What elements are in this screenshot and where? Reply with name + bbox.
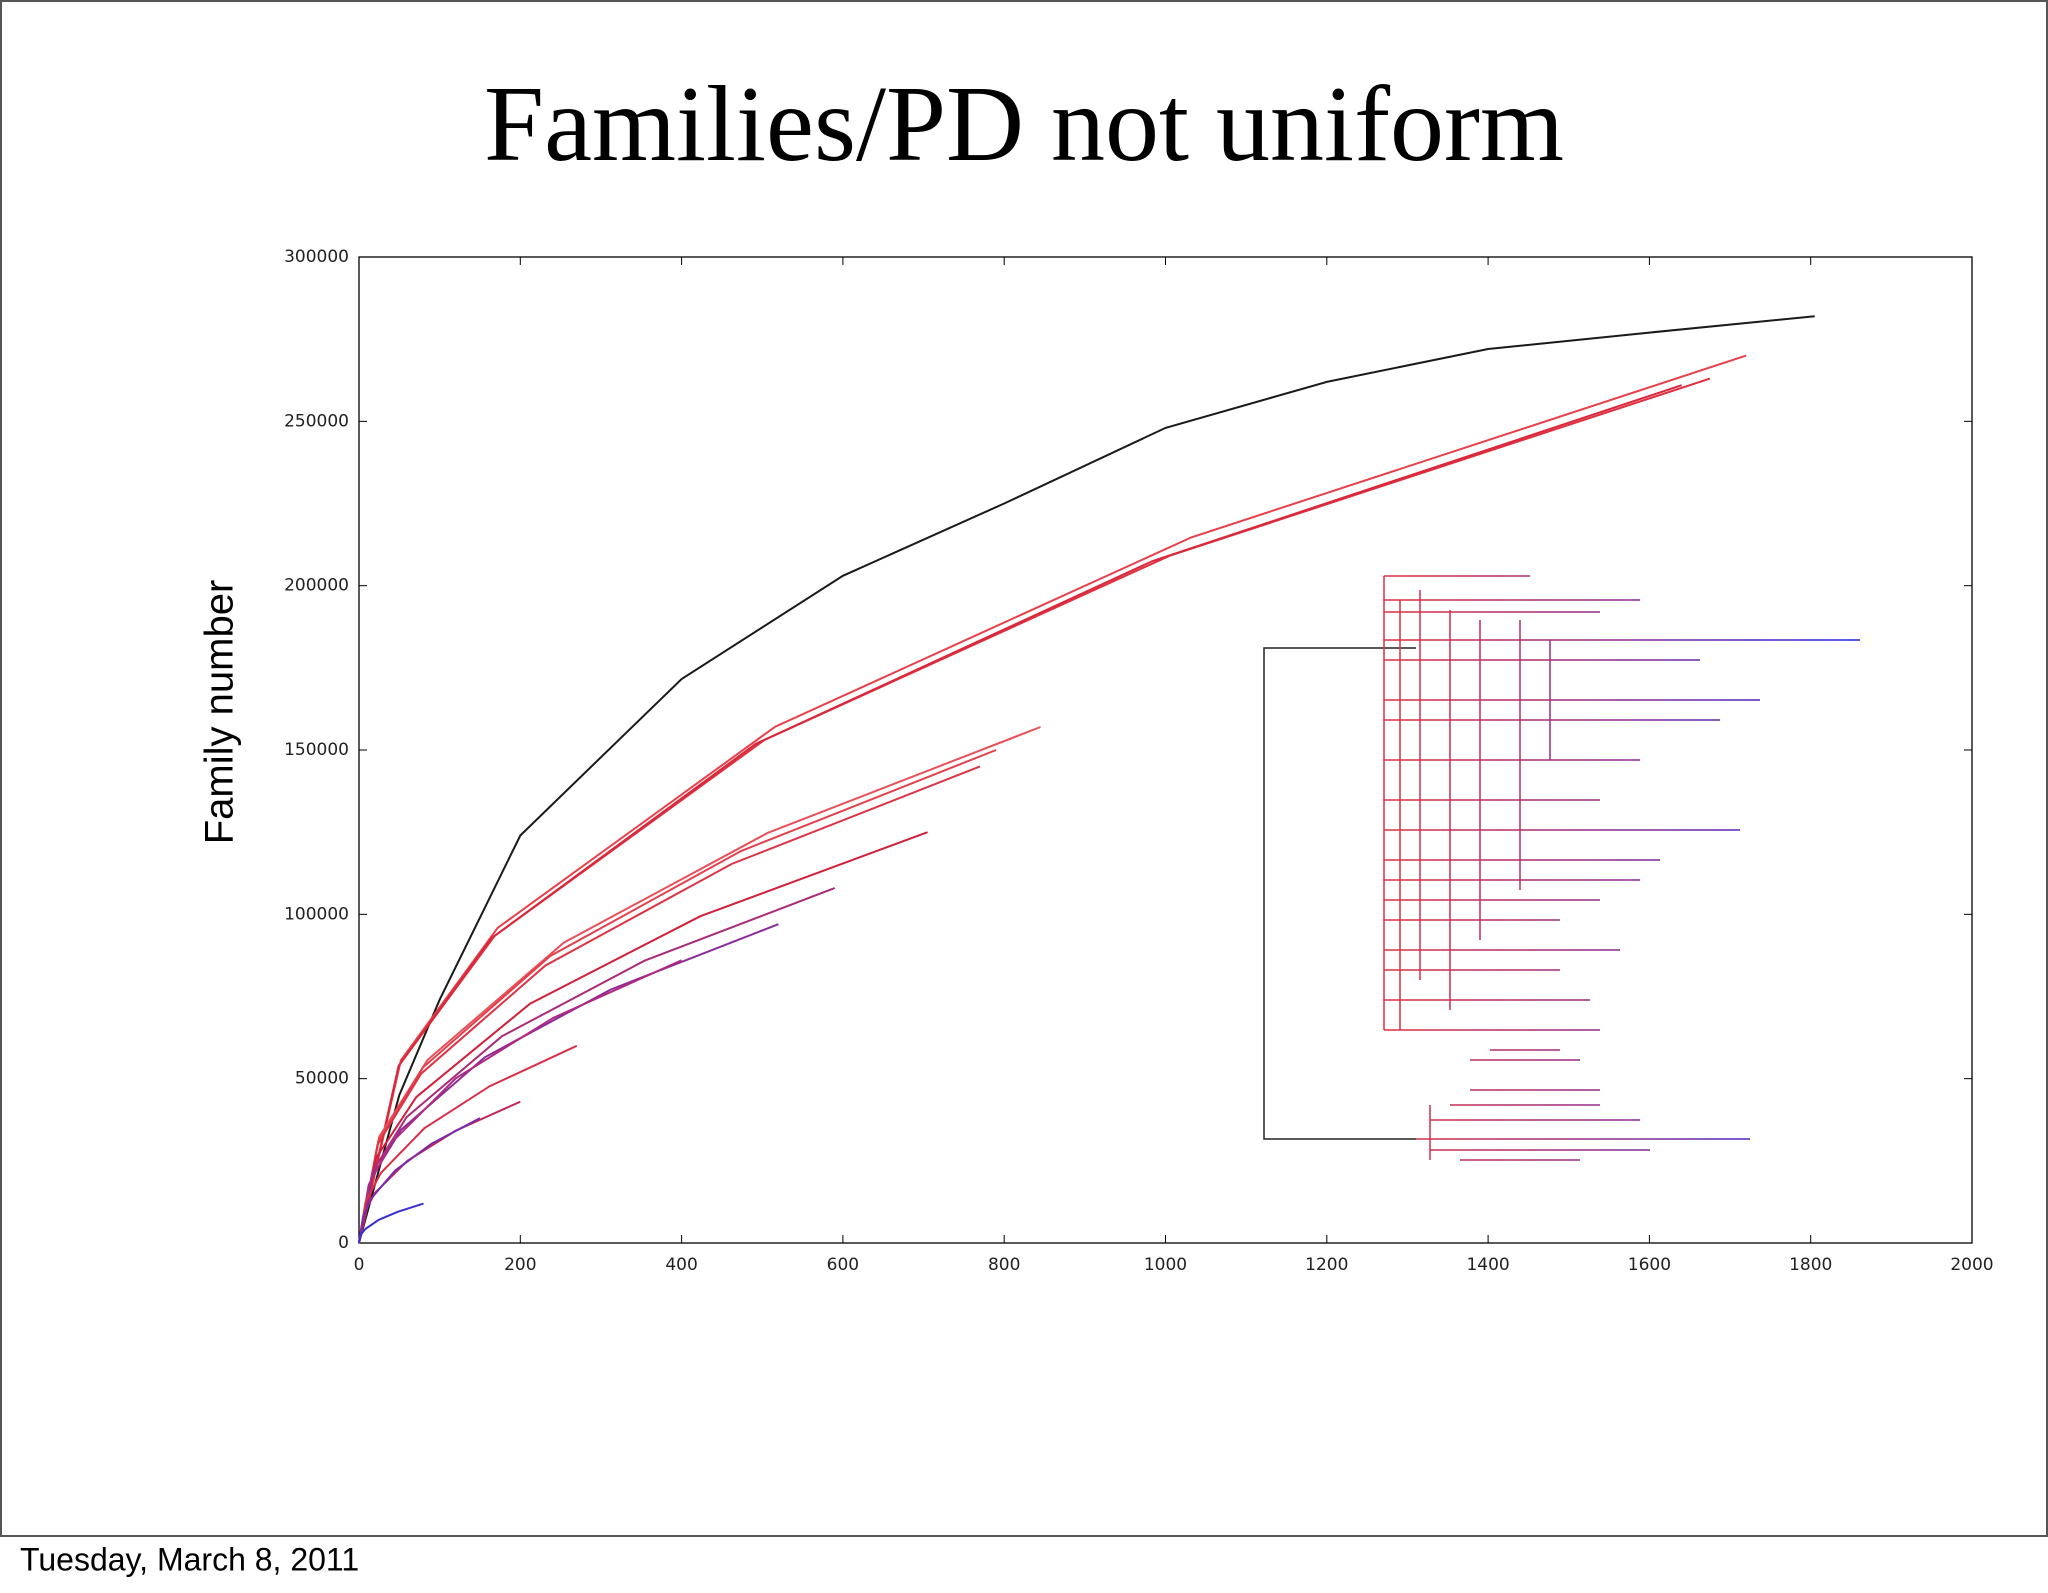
slide-title: Families/PD not uniform xyxy=(484,65,1564,184)
tree-root xyxy=(1263,647,1416,1140)
y-tick-label: 50000 xyxy=(295,1069,349,1089)
tree-inset xyxy=(1263,575,1860,1161)
x-tick-label: 1800 xyxy=(1789,1255,1832,1275)
x-tick-label: 0 xyxy=(354,1255,365,1275)
y-tick-label: 200000 xyxy=(284,576,349,596)
y-tick-label: 0 xyxy=(338,1233,349,1253)
footer-date: Tuesday, March 8, 2011 xyxy=(20,1541,359,1577)
y-tick-label: 150000 xyxy=(284,740,349,760)
x-tick-label: 400 xyxy=(665,1255,697,1275)
y-axis-label: Family number xyxy=(198,580,242,845)
slide-frame xyxy=(0,0,2048,1537)
x-tick-label: 600 xyxy=(827,1255,859,1275)
series-line xyxy=(358,1044,578,1244)
x-tick-label: 1000 xyxy=(1144,1255,1187,1275)
y-tick-label: 300000 xyxy=(284,247,349,267)
x-tick-label: 200 xyxy=(504,1255,536,1275)
x-tick-label: 800 xyxy=(988,1255,1020,1275)
x-tick-label: 1600 xyxy=(1628,1255,1671,1275)
series-line xyxy=(358,959,683,1244)
y-tick-label: 250000 xyxy=(284,411,349,431)
x-tick-label: 1400 xyxy=(1466,1255,1509,1275)
y-tick-label: 100000 xyxy=(284,904,349,924)
series-line xyxy=(358,1202,424,1244)
x-tick-label: 2000 xyxy=(1950,1255,1993,1275)
series-line xyxy=(358,384,1683,1244)
series-line xyxy=(358,1117,481,1244)
x-tick-label: 1200 xyxy=(1305,1255,1348,1275)
tree-leaves xyxy=(1384,575,1860,1161)
